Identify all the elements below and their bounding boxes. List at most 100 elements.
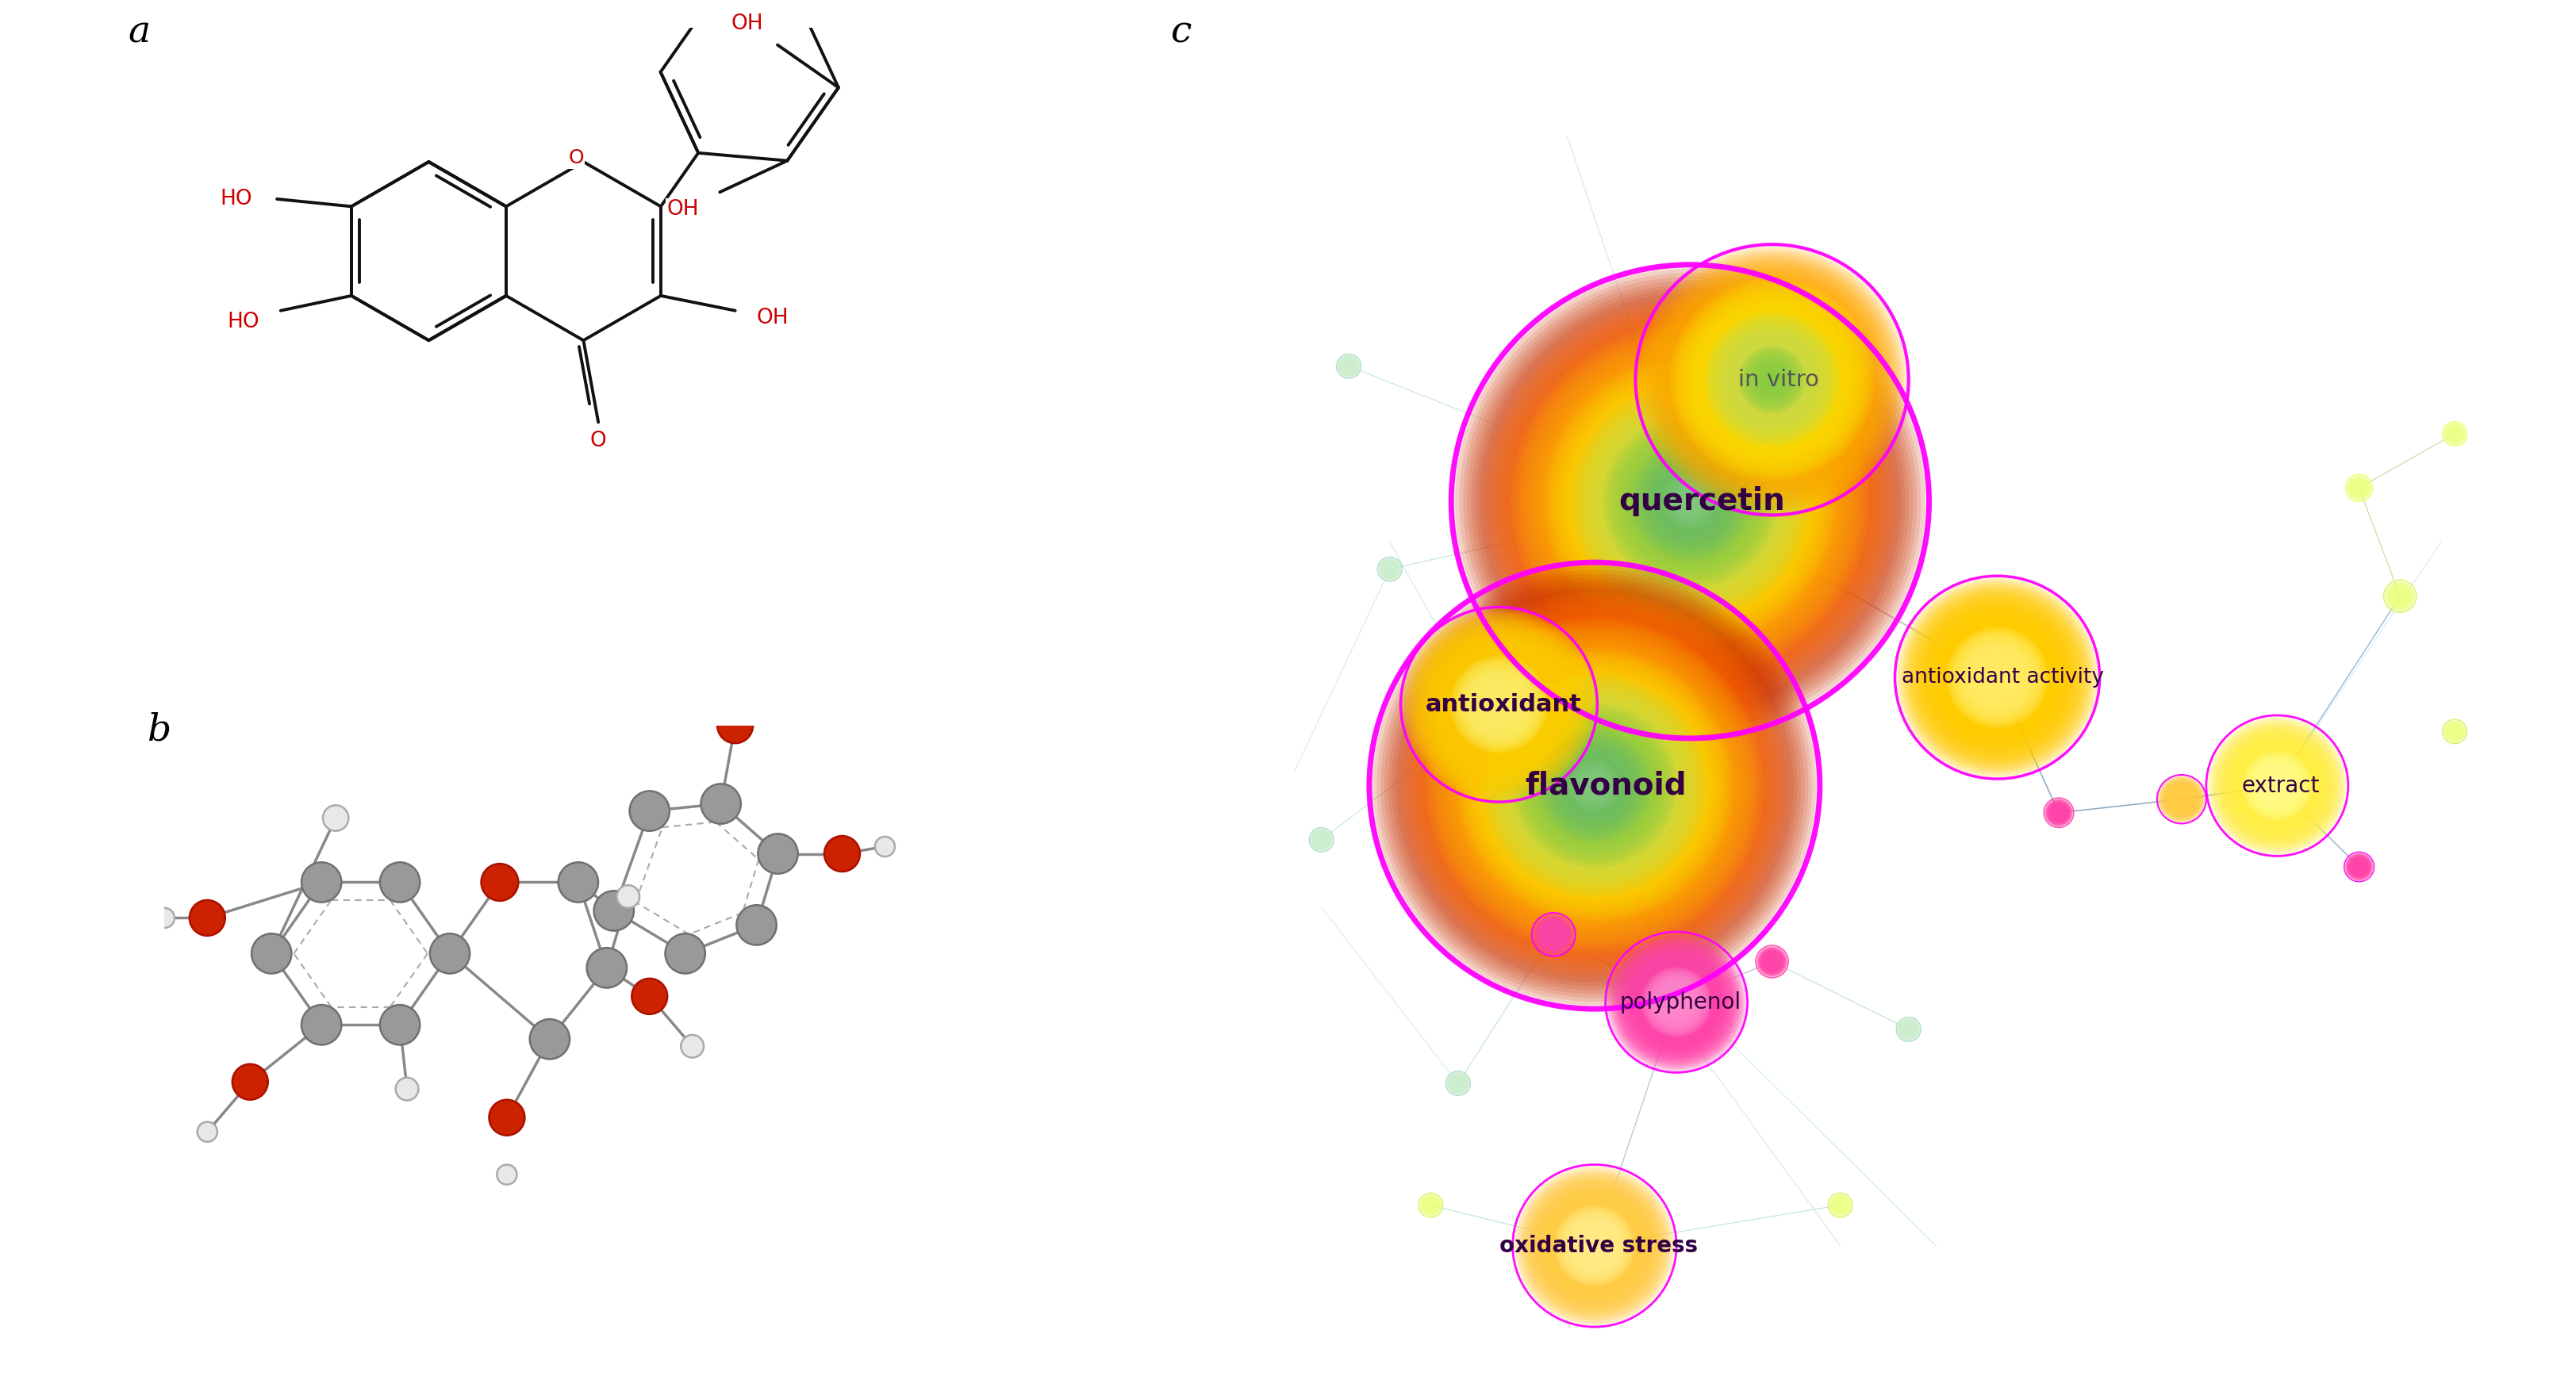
Circle shape [1994,674,2002,681]
Circle shape [1455,663,1540,746]
Circle shape [1896,578,2097,777]
Circle shape [2275,783,2280,790]
Circle shape [2352,861,2365,873]
Circle shape [2257,766,2298,805]
Circle shape [1517,1170,1672,1321]
Circle shape [2357,485,2362,490]
Circle shape [2354,864,2362,870]
Circle shape [2159,776,2205,823]
Circle shape [1577,1228,1613,1264]
Circle shape [1530,1182,1659,1310]
Circle shape [1839,1202,1842,1207]
Circle shape [1414,619,1584,790]
Circle shape [1901,1021,1917,1038]
Circle shape [1345,361,1352,371]
Circle shape [2445,423,2465,445]
Circle shape [1314,833,1329,847]
Circle shape [1319,838,1324,841]
Circle shape [1669,995,1685,1009]
Circle shape [1654,466,1726,537]
Text: flavonoid: flavonoid [1525,770,1687,801]
Circle shape [1378,557,1401,582]
Circle shape [1829,1194,1852,1216]
Circle shape [1571,1223,1618,1268]
Circle shape [1455,1081,1461,1085]
Circle shape [1762,953,1783,971]
Circle shape [1582,395,1798,608]
Circle shape [1767,956,1777,967]
Circle shape [1543,925,1564,944]
Circle shape [2045,798,2074,827]
Circle shape [1345,363,1352,370]
Circle shape [1767,958,1775,965]
Circle shape [2352,481,2367,495]
Circle shape [252,933,291,974]
Circle shape [1432,625,1757,946]
Circle shape [2352,859,2367,875]
Circle shape [2385,580,2416,612]
Circle shape [1388,566,1391,572]
Circle shape [1340,357,1358,375]
Circle shape [1991,671,2004,684]
Circle shape [2043,798,2074,827]
Circle shape [1311,830,1332,850]
Circle shape [1473,667,1716,905]
Circle shape [1829,1194,1852,1216]
Circle shape [1978,658,2017,696]
Circle shape [1342,361,1355,371]
Circle shape [1759,950,1785,974]
Circle shape [1419,1194,1443,1216]
Circle shape [1765,372,1780,386]
Circle shape [1540,922,1566,947]
Circle shape [1535,915,1574,954]
Circle shape [2450,727,2460,737]
Circle shape [1677,490,1703,513]
Circle shape [1340,357,1358,375]
Circle shape [1427,633,1571,776]
Circle shape [631,978,667,1014]
Circle shape [1525,1177,1664,1314]
Circle shape [1927,607,2069,749]
Circle shape [2349,478,2367,497]
Circle shape [2347,855,2370,879]
Circle shape [2179,797,2184,802]
Circle shape [1311,829,1332,851]
Circle shape [2050,805,2066,820]
Circle shape [1528,718,1662,852]
Circle shape [1538,919,1569,950]
Circle shape [1388,568,1391,571]
Circle shape [1455,269,1924,734]
Circle shape [1381,559,1399,579]
Circle shape [1901,1023,1914,1035]
Circle shape [1319,837,1324,843]
Circle shape [1832,1197,1850,1214]
Circle shape [2177,794,2187,805]
Circle shape [2447,427,2460,441]
Circle shape [1345,361,1355,371]
Circle shape [1386,565,1394,573]
Circle shape [1587,399,1793,604]
Circle shape [1314,831,1329,848]
Circle shape [1837,1202,1842,1208]
Circle shape [1422,1196,1440,1215]
Circle shape [1834,1200,1844,1211]
Circle shape [1564,1215,1625,1276]
Circle shape [1422,1196,1440,1215]
Circle shape [2447,724,2463,739]
Circle shape [1440,646,1558,763]
Circle shape [1538,730,1651,841]
Circle shape [1437,643,1561,766]
Circle shape [2445,721,2465,742]
Circle shape [2398,593,2403,598]
Circle shape [1540,922,1566,946]
Circle shape [1839,1204,1842,1207]
Circle shape [1342,360,1355,372]
Circle shape [1927,608,2069,746]
Circle shape [2164,781,2200,817]
Circle shape [2053,806,2066,819]
Circle shape [1383,564,1396,575]
Circle shape [1654,979,1700,1025]
Circle shape [2048,802,2069,823]
Circle shape [2048,802,2069,823]
Circle shape [1651,976,1703,1028]
